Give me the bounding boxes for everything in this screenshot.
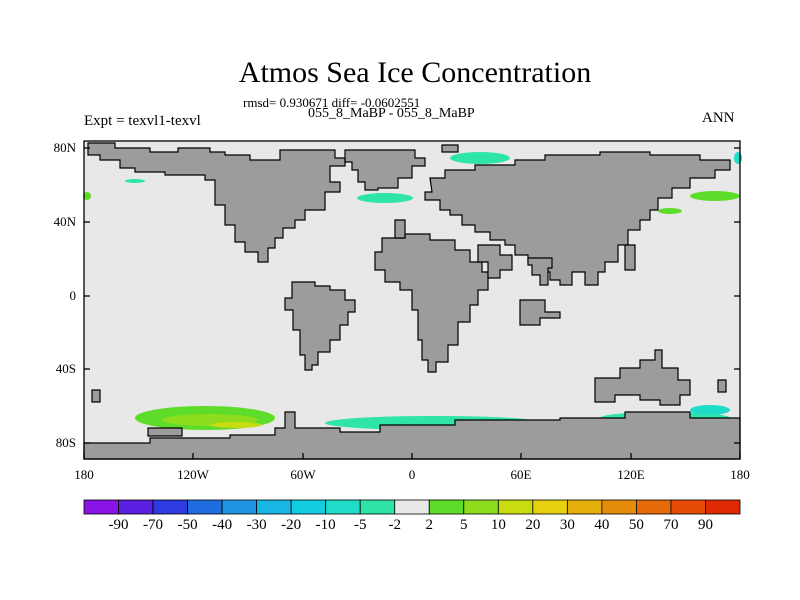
- land-eurasia: [424, 151, 731, 286]
- land-svalbard: [441, 144, 459, 153]
- colorbar-swatch: [290, 499, 327, 515]
- map-title: Atmos Sea Ice Concentration: [238, 56, 592, 89]
- anomaly-east-arctic: [734, 152, 742, 164]
- lon-label-60e: 60E: [510, 467, 532, 482]
- season-label: ANN: [702, 110, 735, 126]
- colorbar-swatch: [532, 499, 568, 515]
- colorbar-swatch: [705, 499, 741, 515]
- anomaly-southern-pacific-core: [210, 422, 262, 428]
- colorbar-swatch: [463, 499, 499, 515]
- land-antarctica: [83, 411, 741, 460]
- land-new-zealand: [717, 379, 727, 393]
- anomaly-barents: [450, 152, 510, 164]
- land-masses: [83, 142, 741, 460]
- land-greenland: [344, 149, 426, 191]
- lon-label-120w: 120W: [177, 467, 209, 482]
- colorbar-label: 5: [460, 517, 468, 533]
- land-australia: [594, 349, 691, 406]
- land-arabia: [477, 244, 513, 279]
- colorbar-swatch: [670, 499, 706, 515]
- land-south-america: [284, 281, 356, 371]
- colorbar-label: 70: [663, 517, 679, 533]
- colorbar-label: -30: [246, 517, 267, 533]
- colorbar-label: 30: [559, 517, 575, 533]
- colorbar-swatch: [566, 499, 603, 515]
- colorbar-label: 20: [525, 517, 541, 533]
- colorbar-swatch: [152, 499, 188, 515]
- lon-label-60w: 60W: [290, 467, 316, 482]
- rmsd-diff-stats: rmsd= 0.930671 diff= -0.0602551: [243, 95, 421, 110]
- colorbar-swatch: [636, 499, 672, 515]
- anomaly-west-edge: [83, 192, 91, 200]
- lon-label-0: 0: [408, 467, 416, 482]
- colorbar-swatch: [256, 499, 292, 515]
- lat-label-80s: 80S: [55, 435, 76, 450]
- map-frame: [83, 140, 741, 460]
- land-antarctic-island-a: [147, 427, 183, 437]
- anomaly-southern-indian-core: [690, 405, 730, 415]
- lat-label-40n: 40N: [53, 214, 76, 229]
- land-india: [527, 257, 553, 286]
- anomaly-patches: [83, 152, 742, 430]
- anomaly-north-atlantic: [357, 193, 413, 203]
- colorbar-label: 10: [490, 517, 506, 533]
- colorbar-label: -10: [315, 517, 336, 533]
- colorbar-label: 50: [628, 517, 644, 533]
- land-indonesia: [519, 299, 561, 326]
- colorbar-swatch: [118, 499, 154, 515]
- colorbar-swatch: [497, 499, 534, 515]
- case-comparison: 055_8_MaBP - 055_8_MaBP: [308, 106, 475, 121]
- land-africa: [374, 233, 489, 373]
- land-japan: [624, 244, 636, 271]
- colorbar-label: -70: [143, 517, 164, 533]
- land-antarctic-island-b: [91, 389, 101, 403]
- colorbar-label: -50: [177, 517, 198, 533]
- land-uk: [394, 219, 406, 239]
- colorbar-swatch: [325, 499, 361, 515]
- anomaly-okhotsk: [658, 208, 682, 214]
- colorbar-swatch: [601, 499, 637, 515]
- colorbar-label: -90: [108, 517, 129, 533]
- colorbar-swatch: [394, 499, 430, 515]
- colorbar-label: -20: [281, 517, 302, 533]
- lat-label-0: 0: [69, 288, 77, 303]
- colorbar-swatch: [221, 499, 258, 515]
- colorbar-swatch: [83, 499, 119, 515]
- colorbar-label: 90: [697, 517, 713, 533]
- colorbar-swatch: [359, 499, 396, 515]
- anomaly-north-pacific: [690, 191, 740, 201]
- lon-label-120e: 120E: [617, 467, 645, 482]
- lon-label-180-left: 180: [74, 467, 94, 482]
- colorbar-label: -40: [212, 517, 233, 533]
- colorbar-label: -2: [388, 517, 401, 533]
- lon-label-180-right: 180: [730, 467, 750, 482]
- lat-label-40s: 40S: [55, 361, 76, 376]
- colorbar-label: -5: [353, 517, 367, 533]
- land-north-america: [87, 142, 346, 263]
- colorbar: [83, 499, 741, 515]
- colorbar-swatch: [187, 499, 223, 515]
- anomaly-bering: [125, 179, 145, 183]
- colorbar-label: 40: [594, 517, 610, 533]
- colorbar-swatch: [428, 499, 465, 515]
- experiment-label: Expt = texvl1-texvl: [84, 113, 201, 129]
- colorbar-label: 2: [425, 517, 434, 533]
- lat-label-80n: 80N: [53, 140, 76, 155]
